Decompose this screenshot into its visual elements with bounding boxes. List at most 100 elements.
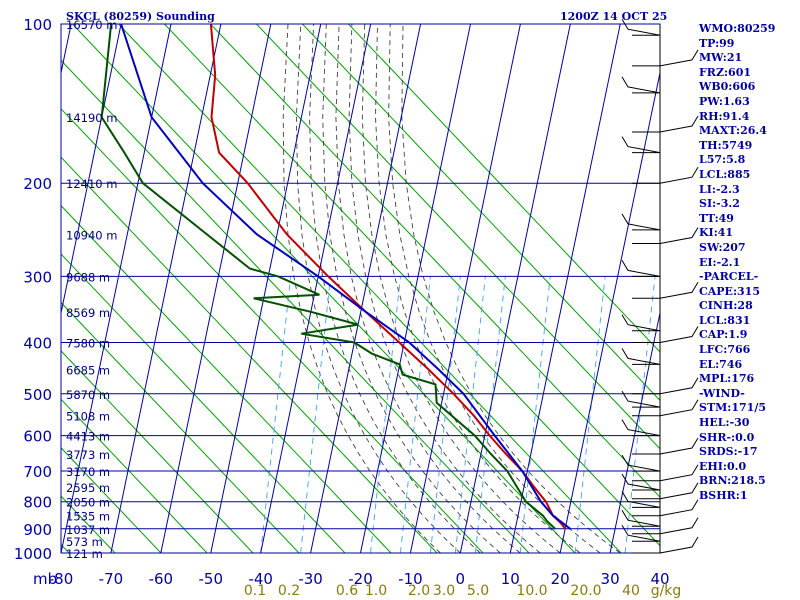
height-label: 1037 m bbox=[66, 523, 110, 537]
index-item: BSHR:1 bbox=[699, 489, 748, 502]
index-item: CAP:1.9 bbox=[699, 328, 748, 342]
dry-adiabat-line bbox=[209, 24, 660, 498]
indices-panel: WMO:80259 TP:99 MW:21 FRZ:601 WB0:606 PW:1.63… bbox=[699, 22, 799, 504]
wind-barb bbox=[621, 213, 661, 231]
dry-adiabat-line bbox=[71, 24, 576, 553]
parcel-profile-line bbox=[120, 24, 571, 530]
mixing-ratio-label: g/kg bbox=[651, 583, 682, 599]
wind-barb bbox=[621, 473, 661, 491]
mixing-ratio-line bbox=[399, 276, 431, 553]
pressure-tick-label: 500 bbox=[23, 386, 52, 404]
mixing-ratio-line bbox=[519, 276, 551, 553]
index-item: TP:99 bbox=[699, 36, 735, 50]
pressure-tick-label: 400 bbox=[23, 334, 52, 352]
index-item: PW:1.63 bbox=[699, 94, 750, 108]
height-label: 16570 m bbox=[66, 18, 117, 32]
isotherm-line bbox=[210, 24, 322, 553]
wind-barb bbox=[632, 326, 699, 343]
mixing-ratio-label: 40 bbox=[622, 583, 640, 599]
index-item: FRZ:601 bbox=[699, 65, 752, 79]
mixing-ratio-label: 1.0 bbox=[365, 583, 387, 599]
wind-barb bbox=[632, 464, 699, 482]
height-label: 2595 m bbox=[66, 481, 110, 495]
index-item: TT:49 bbox=[699, 211, 734, 225]
index-item: MPL:176 bbox=[699, 372, 755, 386]
index-item: MAXT:26.4 bbox=[699, 124, 767, 138]
index-item: SHR-:0.0 bbox=[699, 430, 755, 444]
height-label: 1535 m bbox=[66, 510, 110, 524]
wind-barb bbox=[632, 499, 699, 517]
pressure-tick-label: 600 bbox=[23, 428, 52, 446]
height-label: 9688 m bbox=[66, 270, 110, 284]
dry-adiabat-line bbox=[61, 253, 346, 553]
isotherm-line bbox=[110, 24, 222, 553]
isotherm-line bbox=[0, 24, 21, 553]
dry-adiabat-line bbox=[347, 24, 660, 353]
moist-adiabat-line bbox=[322, 24, 501, 553]
pressure-tick-label: 300 bbox=[23, 268, 52, 286]
index-item: CINH:28 bbox=[699, 299, 753, 313]
dry-adiabat-line bbox=[255, 24, 660, 450]
moist-adiabat-line bbox=[361, 24, 561, 553]
index-item: SW:207 bbox=[699, 240, 746, 254]
index-item: LCL:831 bbox=[699, 313, 751, 327]
mixing-ratio-label: 10.0 bbox=[516, 583, 547, 599]
wind-barb bbox=[621, 76, 661, 94]
dry-adiabat-line bbox=[117, 24, 622, 553]
temperature-tick-label: -20 bbox=[348, 570, 373, 588]
mixing-ratio-line bbox=[300, 276, 332, 553]
dry-adiabat-line bbox=[61, 108, 484, 553]
pressure-tick-label: 200 bbox=[23, 175, 52, 193]
index-item: -WIND- bbox=[699, 386, 745, 400]
wind-barb bbox=[621, 314, 661, 332]
wind-barb bbox=[632, 377, 699, 395]
height-label: 12410 m bbox=[66, 177, 117, 191]
index-item: WB0:606 bbox=[699, 80, 756, 94]
isotherm-line bbox=[310, 24, 422, 553]
index-item: TH:5749 bbox=[699, 138, 753, 152]
wind-barb bbox=[632, 482, 699, 500]
mixing-ratio-line bbox=[429, 276, 461, 553]
height-label: 3170 m bbox=[66, 465, 110, 479]
isotherm-line bbox=[509, 24, 621, 553]
index-item: WMO:80259 bbox=[699, 22, 776, 35]
pressure-tick-label: 800 bbox=[23, 494, 52, 512]
wind-barb bbox=[632, 49, 699, 67]
height-label: 573 m bbox=[66, 535, 103, 549]
pressure-tick-label: 700 bbox=[23, 463, 52, 481]
index-item: SRDS:-17 bbox=[699, 445, 758, 459]
temperature-tick-label: -40 bbox=[248, 570, 273, 588]
plot-frame bbox=[60, 23, 661, 554]
temperature-tick-label: -80 bbox=[49, 570, 74, 588]
height-label: 5108 m bbox=[66, 410, 110, 424]
wind-barb bbox=[632, 115, 699, 133]
mixing-ratio-label: 2.0 bbox=[408, 583, 430, 599]
wind-barb bbox=[621, 524, 661, 542]
wind-barb bbox=[632, 437, 699, 455]
moist-adiabat-line bbox=[375, 24, 581, 553]
height-label: 5870 m bbox=[66, 388, 110, 402]
index-item: L57:5.8 bbox=[699, 153, 746, 167]
index-item: BRN:218.5 bbox=[699, 474, 766, 488]
wind-barb bbox=[621, 260, 661, 277]
isotherm-line bbox=[559, 70, 660, 553]
height-label: 121 m bbox=[66, 547, 103, 561]
temperature-tick-label: -10 bbox=[398, 570, 423, 588]
isotherm-line bbox=[360, 24, 471, 553]
temperature-tick-label: -70 bbox=[99, 570, 124, 588]
temperature-tick-label: 10 bbox=[501, 570, 520, 588]
index-item: EL:746 bbox=[699, 357, 743, 371]
pressure-tick-label: 100 bbox=[23, 16, 52, 34]
wind-barb bbox=[621, 18, 661, 36]
pressure-tick-label: 1000 bbox=[14, 545, 52, 563]
moist-adiabat-line bbox=[295, 24, 461, 553]
wind-barb bbox=[621, 348, 661, 365]
isotherm-line bbox=[260, 24, 372, 553]
mixing-ratio-label: 20.0 bbox=[570, 583, 601, 599]
mixing-ratio-line bbox=[574, 276, 606, 553]
temperature-axis-unit: mb bbox=[33, 570, 57, 588]
dry-adiabat-line bbox=[61, 350, 254, 553]
wind-barb bbox=[621, 509, 661, 527]
index-item: RH:91.4 bbox=[699, 109, 750, 123]
